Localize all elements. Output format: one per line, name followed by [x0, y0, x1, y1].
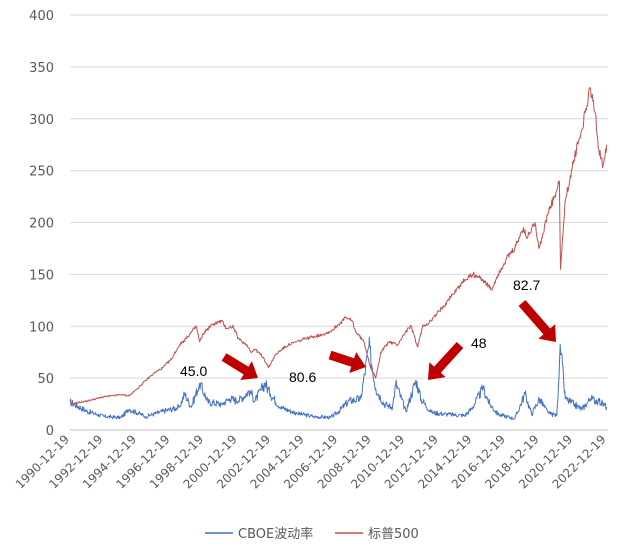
annotation-arrow	[221, 353, 258, 380]
series-lines	[69, 87, 608, 420]
annotation-label: 82.7	[513, 277, 540, 293]
annotation-label: 80.6	[289, 369, 316, 385]
x-axis-ticks: 1990-12-191992-12-191994-12-191996-12-19…	[13, 432, 609, 491]
annotation-arrow	[518, 300, 556, 342]
gridlines	[70, 14, 608, 431]
y-axis-ticks: 0 50 100 150 200 250 300 350 400	[29, 9, 54, 439]
legend-label-sp500: 标普500	[368, 527, 419, 542]
legend-label-vix: CBOE波动率	[238, 526, 313, 542]
y-tick-label: 150	[29, 268, 54, 283]
annotation-arrow	[328, 350, 366, 373]
annotation-label: 45.0	[180, 363, 207, 379]
y-tick-label: 50	[37, 372, 54, 387]
annotation-arrows	[221, 300, 556, 380]
y-tick-label: 250	[29, 165, 54, 180]
annotation-labels: 45.0 80.6 48 82.7	[180, 277, 540, 385]
y-tick-label: 0	[46, 424, 54, 439]
y-tick-label: 350	[29, 61, 54, 76]
y-tick-label: 200	[29, 217, 54, 232]
annotation-label: 48	[471, 335, 487, 351]
series-line-vix	[69, 336, 608, 420]
y-tick-label: 100	[29, 320, 54, 335]
y-tick-label: 400	[29, 9, 54, 24]
legend: CBOE波动率 标普500	[205, 526, 419, 542]
y-tick-label: 300	[29, 113, 54, 128]
series-line-sp500	[69, 87, 608, 405]
annotation-arrow	[428, 342, 464, 380]
